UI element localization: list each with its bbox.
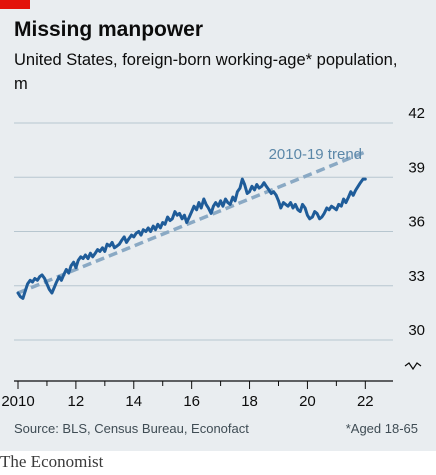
brand-tag — [0, 0, 30, 9]
series-line — [16, 177, 367, 300]
footnote: *Aged 18-65 — [345, 421, 418, 436]
y-tick-label-36: 36 — [408, 214, 425, 231]
line-chart: 30 33 36 39 42 2010 12 14 16 18 20 22 2010-19 tren… — [1, 105, 425, 410]
x-tick-label-2010: 2010 — [1, 393, 34, 410]
x-tick-label-16: 16 — [183, 393, 200, 410]
y-tick-labels: 30 33 36 39 42 — [408, 105, 425, 339]
source-note: Source: BLS, Census Bureau, Econofact — [14, 421, 249, 436]
trend-line — [17, 150, 366, 295]
x-tick-label-20: 20 — [299, 393, 316, 410]
axis-break-mark — [404, 362, 422, 371]
y-tick-label-30: 30 — [408, 322, 425, 339]
y-tick-label-33: 33 — [408, 268, 425, 285]
trend-series — [17, 150, 366, 295]
x-tick-label-18: 18 — [241, 393, 258, 410]
trend-label: 2010-19 trend — [269, 146, 362, 163]
x-tick-label-14: 14 — [125, 393, 142, 410]
x-tick-label-12: 12 — [68, 393, 85, 410]
data-series — [16, 177, 367, 300]
chart-title: Missing manpower — [14, 18, 204, 41]
x-axis: 2010 12 14 16 18 20 22 — [1, 380, 393, 410]
x-tick-label-22: 22 — [357, 393, 374, 410]
annotations: 2010-19 trend — [269, 146, 362, 163]
chart-panel — [0, 0, 436, 451]
y-tick-label-42: 42 — [408, 105, 425, 122]
gridlines — [14, 122, 393, 341]
y-tick-label-39: 39 — [408, 159, 425, 176]
brand-name: The Economist — [0, 452, 104, 471]
axis-break — [404, 362, 422, 371]
chart-subtitle: United States, foreign-born working-age*… — [14, 51, 398, 93]
